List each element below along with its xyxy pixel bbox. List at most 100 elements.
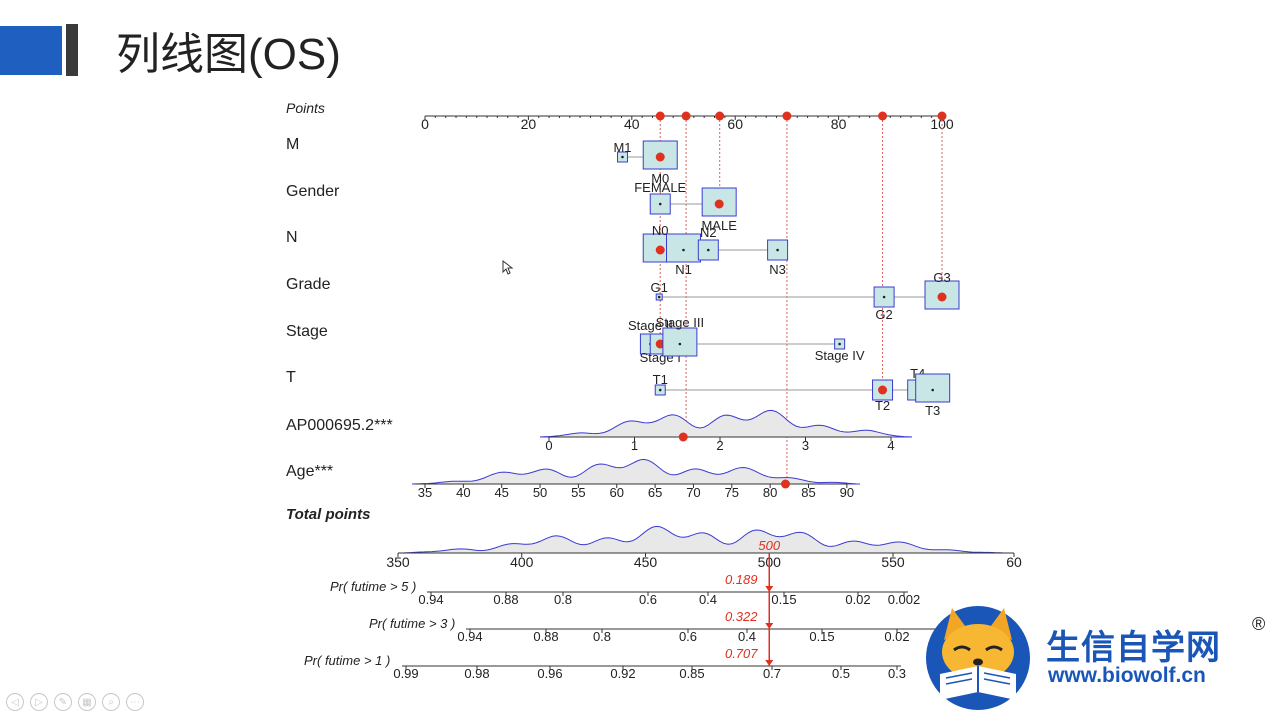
level-center-dot [658, 388, 662, 392]
selected-points-marker [937, 111, 947, 121]
survival-tick-label: 0.8 [554, 592, 572, 607]
points-tick-label: 20 [521, 116, 537, 132]
level-label: M0 [651, 171, 669, 186]
level-box [915, 373, 951, 403]
level-label: Stage II [628, 318, 673, 333]
age-tick-label: 35 [418, 485, 432, 500]
level-label: MALE [701, 218, 737, 233]
points-tick-label: 40 [624, 116, 640, 132]
level-box [662, 327, 698, 357]
selected-level-marker [878, 385, 888, 395]
level-center-dot [776, 248, 779, 252]
level-label: T2 [875, 398, 890, 413]
total-points-tick-label: 400 [510, 554, 534, 570]
total-points-tick-label: 350 [386, 554, 410, 570]
level-center-dot [707, 248, 710, 252]
level-label: Stage III [656, 315, 704, 330]
selected-level-marker [655, 152, 665, 162]
selected-points-marker [681, 111, 691, 121]
selected-level-marker [937, 292, 947, 302]
level-center-dot [658, 202, 662, 206]
level-label: G2 [875, 307, 892, 322]
level-center-dot [882, 295, 886, 299]
logo-chinese-text: 生信自学网 [1046, 629, 1221, 667]
variable-label-grade: Grade [286, 276, 331, 293]
survival-value-label: 0.707 [725, 646, 758, 661]
level-center-dot [838, 342, 841, 346]
total-points-tick-label: 550 [881, 554, 905, 570]
level-center-dot [931, 388, 934, 392]
slide-title: 列线图(OS) [116, 30, 341, 79]
zoom-icon[interactable]: ⌕ [102, 693, 120, 711]
selected-points-marker [715, 111, 725, 121]
survival-tick-label: 0.94 [418, 592, 443, 607]
total-points-tick-label: 60 [1006, 554, 1022, 570]
next-slide-icon[interactable]: ▷ [30, 693, 48, 711]
total-points-density [399, 525, 1005, 554]
survival-tick-label: 0.3 [888, 666, 906, 681]
ap000695-selected-marker [678, 432, 688, 442]
prev-slide-icon[interactable]: ◁ [6, 693, 24, 711]
slideshow-controls: ◁ ▷ ✎ ▦ ⌕ ⋯ [6, 693, 144, 711]
survival-tick-label: 0.92 [610, 666, 635, 681]
survival-tick-label: 0.02 [884, 629, 909, 644]
level-label: N1 [675, 262, 692, 277]
survival-tick-label: 0.6 [679, 629, 697, 644]
level-label: G3 [933, 270, 950, 285]
ap000695-tick-label: 0 [545, 438, 552, 453]
points-tick-label: 0 [421, 116, 429, 132]
selected-level-marker [714, 199, 724, 209]
registered-mark: ® [1252, 614, 1266, 634]
level-label: M1 [613, 140, 631, 155]
age-tick-label: 45 [494, 485, 508, 500]
survival-tick-label: 0.98 [464, 666, 489, 681]
level-label: G1 [651, 280, 668, 295]
ap000695-tick-label: 2 [716, 438, 723, 453]
level-label: T3 [925, 403, 940, 418]
survival-tick-label: 0.15 [771, 592, 796, 607]
age-selected-marker [780, 479, 790, 489]
selected-points-marker [782, 111, 792, 121]
survival-axis-label: Pr( futime > 5 ) [330, 579, 416, 594]
variable-label-n: N [286, 229, 298, 246]
wolf-logo-icon [926, 606, 1030, 710]
mouse-cursor-icon [502, 260, 514, 275]
age-tick-label: 50 [533, 485, 547, 500]
age-tick-label: 90 [840, 485, 854, 500]
variable-label-stage: Stage [286, 323, 328, 340]
variable-label-m: M [286, 136, 299, 153]
pen-icon[interactable]: ✎ [54, 693, 72, 711]
survival-axis-label: Pr( futime > 3 ) [369, 616, 455, 631]
age-tick-label: 65 [648, 485, 662, 500]
variable-label-t: T [286, 369, 296, 386]
more-icon[interactable]: ⋯ [126, 693, 144, 711]
age-tick-label: 55 [571, 485, 585, 500]
survival-tick-label: 0.002 [888, 592, 921, 607]
variable-label-gender: Gender [286, 183, 340, 200]
level-center-dot [682, 248, 685, 252]
level-label: Stage IV [815, 348, 865, 363]
age-tick-label: 75 [725, 485, 739, 500]
level-label: N2 [700, 225, 717, 240]
slide-grid-icon[interactable]: ▦ [78, 693, 96, 711]
survival-tick-label: 0.4 [738, 629, 756, 644]
logo-url: www.biowolf.cn [1048, 664, 1206, 687]
level-label: T1 [653, 372, 668, 387]
total-points-title: Total points [286, 506, 370, 523]
ap000695-tick-label: 4 [887, 438, 894, 453]
total-points-selected-label: 500 [758, 538, 780, 553]
ap000695-density [539, 409, 913, 438]
points-tick-label: 60 [727, 116, 743, 132]
survival-tick-label: 0.85 [679, 666, 704, 681]
level-center-dot [657, 295, 661, 299]
survival-value-label: 0.189 [725, 572, 758, 587]
survival-tick-label: 0.88 [493, 592, 518, 607]
selected-level-marker [655, 245, 665, 255]
level-label: N3 [769, 262, 786, 277]
survival-value-label: 0.322 [725, 609, 758, 624]
survival-tick-label: 0.6 [639, 592, 657, 607]
selected-points-marker [655, 111, 665, 121]
age-tick-label: 70 [686, 485, 700, 500]
level-center-dot [678, 342, 682, 346]
selected-points-marker [878, 111, 888, 121]
